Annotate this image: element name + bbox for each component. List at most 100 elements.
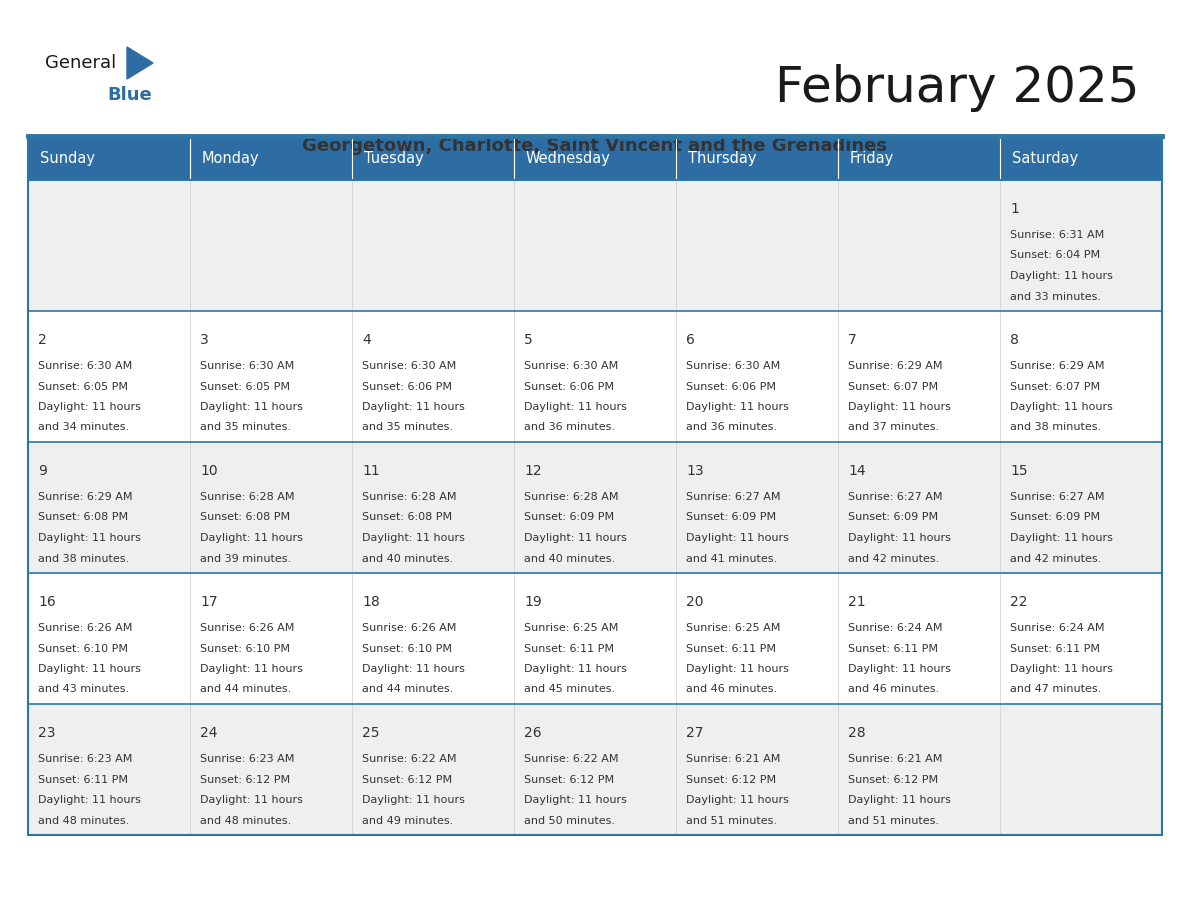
- Text: 11: 11: [362, 464, 380, 478]
- Text: Sunrise: 6:21 AM: Sunrise: 6:21 AM: [685, 754, 781, 764]
- Text: Daylight: 11 hours: Daylight: 11 hours: [524, 664, 627, 674]
- Text: Sunrise: 6:28 AM: Sunrise: 6:28 AM: [362, 492, 456, 502]
- Text: and 38 minutes.: and 38 minutes.: [38, 554, 129, 564]
- Bar: [29, 573, 1162, 704]
- Text: Sunset: 6:08 PM: Sunset: 6:08 PM: [362, 512, 453, 522]
- Text: and 35 minutes.: and 35 minutes.: [200, 422, 291, 432]
- Text: Daylight: 11 hours: Daylight: 11 hours: [38, 533, 141, 543]
- Text: Sunrise: 6:29 AM: Sunrise: 6:29 AM: [38, 492, 133, 502]
- Bar: [29, 704, 1162, 835]
- Text: Friday: Friday: [849, 151, 895, 165]
- Text: Sunset: 6:06 PM: Sunset: 6:06 PM: [685, 382, 776, 391]
- Text: 21: 21: [848, 595, 866, 609]
- Text: Daylight: 11 hours: Daylight: 11 hours: [1010, 664, 1113, 674]
- Text: Sunset: 6:11 PM: Sunset: 6:11 PM: [685, 644, 776, 654]
- Text: 20: 20: [685, 595, 703, 609]
- Text: Daylight: 11 hours: Daylight: 11 hours: [848, 664, 950, 674]
- Text: Daylight: 11 hours: Daylight: 11 hours: [524, 795, 627, 805]
- Text: Sunrise: 6:27 AM: Sunrise: 6:27 AM: [848, 492, 942, 502]
- Text: 1: 1: [1010, 202, 1019, 216]
- Text: and 48 minutes.: and 48 minutes.: [200, 815, 291, 825]
- Text: and 51 minutes.: and 51 minutes.: [685, 815, 777, 825]
- Text: and 37 minutes.: and 37 minutes.: [848, 422, 940, 432]
- Text: and 49 minutes.: and 49 minutes.: [362, 815, 454, 825]
- Text: 28: 28: [848, 726, 866, 740]
- Text: Sunrise: 6:27 AM: Sunrise: 6:27 AM: [685, 492, 781, 502]
- Text: and 42 minutes.: and 42 minutes.: [1010, 554, 1101, 564]
- Text: Daylight: 11 hours: Daylight: 11 hours: [362, 795, 465, 805]
- Text: Daylight: 11 hours: Daylight: 11 hours: [38, 402, 141, 412]
- Text: Sunset: 6:11 PM: Sunset: 6:11 PM: [848, 644, 939, 654]
- Text: 18: 18: [362, 595, 380, 609]
- Text: Daylight: 11 hours: Daylight: 11 hours: [685, 402, 789, 412]
- Text: and 42 minutes.: and 42 minutes.: [848, 554, 940, 564]
- Text: 3: 3: [200, 333, 209, 347]
- Text: and 40 minutes.: and 40 minutes.: [524, 554, 615, 564]
- Bar: [29, 311, 1162, 442]
- Text: Sunset: 6:08 PM: Sunset: 6:08 PM: [38, 512, 128, 522]
- Text: Daylight: 11 hours: Daylight: 11 hours: [38, 795, 141, 805]
- Text: Sunrise: 6:30 AM: Sunrise: 6:30 AM: [362, 361, 456, 371]
- Text: 7: 7: [848, 333, 857, 347]
- Text: 2: 2: [38, 333, 46, 347]
- Text: 12: 12: [524, 464, 542, 478]
- Text: Sunrise: 6:24 AM: Sunrise: 6:24 AM: [1010, 623, 1105, 633]
- Text: and 46 minutes.: and 46 minutes.: [848, 685, 940, 695]
- Text: and 36 minutes.: and 36 minutes.: [685, 422, 777, 432]
- Text: Sunrise: 6:30 AM: Sunrise: 6:30 AM: [685, 361, 781, 371]
- Text: 15: 15: [1010, 464, 1028, 478]
- Text: and 44 minutes.: and 44 minutes.: [362, 685, 454, 695]
- Text: and 48 minutes.: and 48 minutes.: [38, 815, 129, 825]
- Text: Sunrise: 6:29 AM: Sunrise: 6:29 AM: [1010, 361, 1105, 371]
- Text: Thursday: Thursday: [688, 151, 757, 165]
- Text: Daylight: 11 hours: Daylight: 11 hours: [200, 533, 303, 543]
- Text: General: General: [45, 54, 116, 72]
- Text: Sunset: 6:10 PM: Sunset: 6:10 PM: [362, 644, 451, 654]
- Text: Sunset: 6:09 PM: Sunset: 6:09 PM: [685, 512, 776, 522]
- Text: and 51 minutes.: and 51 minutes.: [848, 815, 939, 825]
- Text: Sunrise: 6:22 AM: Sunrise: 6:22 AM: [362, 754, 456, 764]
- Text: and 40 minutes.: and 40 minutes.: [362, 554, 453, 564]
- Text: 8: 8: [1010, 333, 1019, 347]
- Text: Daylight: 11 hours: Daylight: 11 hours: [200, 795, 303, 805]
- Text: Sunset: 6:07 PM: Sunset: 6:07 PM: [1010, 382, 1100, 391]
- Text: 6: 6: [685, 333, 695, 347]
- Text: Sunset: 6:08 PM: Sunset: 6:08 PM: [200, 512, 290, 522]
- Text: Sunrise: 6:29 AM: Sunrise: 6:29 AM: [848, 361, 942, 371]
- Text: Sunset: 6:11 PM: Sunset: 6:11 PM: [524, 644, 614, 654]
- Bar: [29, 442, 1162, 573]
- Text: February 2025: February 2025: [776, 64, 1140, 112]
- Text: Sunday: Sunday: [40, 151, 95, 165]
- Text: Sunrise: 6:31 AM: Sunrise: 6:31 AM: [1010, 230, 1105, 240]
- Text: and 47 minutes.: and 47 minutes.: [1010, 685, 1101, 695]
- Text: Sunset: 6:05 PM: Sunset: 6:05 PM: [38, 382, 128, 391]
- Text: Sunset: 6:10 PM: Sunset: 6:10 PM: [200, 644, 290, 654]
- Text: Sunrise: 6:28 AM: Sunrise: 6:28 AM: [200, 492, 295, 502]
- Text: Sunset: 6:06 PM: Sunset: 6:06 PM: [362, 382, 451, 391]
- Text: Georgetown, Charlotte, Saint Vincent and the Grenadines: Georgetown, Charlotte, Saint Vincent and…: [302, 137, 886, 155]
- Text: 19: 19: [524, 595, 542, 609]
- Text: and 50 minutes.: and 50 minutes.: [524, 815, 615, 825]
- Text: and 46 minutes.: and 46 minutes.: [685, 685, 777, 695]
- Text: Sunrise: 6:24 AM: Sunrise: 6:24 AM: [848, 623, 942, 633]
- Text: Sunset: 6:11 PM: Sunset: 6:11 PM: [38, 775, 128, 785]
- Text: Sunrise: 6:27 AM: Sunrise: 6:27 AM: [1010, 492, 1105, 502]
- Polygon shape: [127, 47, 153, 79]
- Text: 25: 25: [362, 726, 379, 740]
- Text: 16: 16: [38, 595, 56, 609]
- Text: Daylight: 11 hours: Daylight: 11 hours: [38, 664, 141, 674]
- Text: and 35 minutes.: and 35 minutes.: [362, 422, 453, 432]
- Text: Sunset: 6:09 PM: Sunset: 6:09 PM: [524, 512, 614, 522]
- Text: 17: 17: [200, 595, 217, 609]
- Text: Monday: Monday: [202, 151, 260, 165]
- Text: 14: 14: [848, 464, 866, 478]
- Text: Sunset: 6:05 PM: Sunset: 6:05 PM: [200, 382, 290, 391]
- Text: Daylight: 11 hours: Daylight: 11 hours: [524, 402, 627, 412]
- Text: Daylight: 11 hours: Daylight: 11 hours: [362, 402, 465, 412]
- Text: Daylight: 11 hours: Daylight: 11 hours: [362, 533, 465, 543]
- Text: 10: 10: [200, 464, 217, 478]
- Text: Sunset: 6:10 PM: Sunset: 6:10 PM: [38, 644, 128, 654]
- Text: Saturday: Saturday: [1012, 151, 1079, 165]
- Text: 4: 4: [362, 333, 371, 347]
- Text: Sunrise: 6:30 AM: Sunrise: 6:30 AM: [200, 361, 295, 371]
